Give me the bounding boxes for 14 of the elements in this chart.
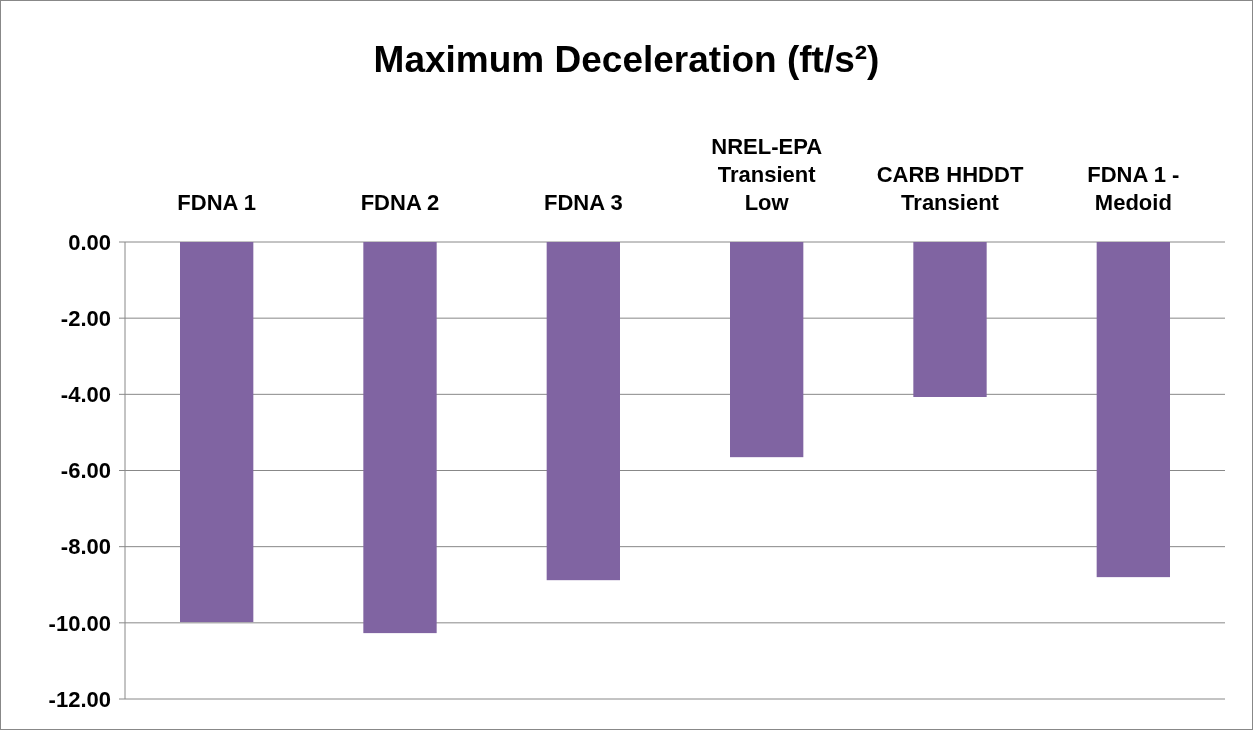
x-tick-label: FDNA 1 - Medoid (1087, 162, 1180, 215)
y-tick-label: -6.00 (60, 458, 111, 484)
x-tick-label: FDNA 3 (544, 190, 623, 215)
y-tick-label: -12.00 (48, 686, 111, 712)
x-tick-label: CARB HHDDT Transient (876, 162, 1024, 215)
chart-title: Maximum Deceleration (ft/s²) (373, 39, 880, 80)
x-tick-label: NREL-EPA Transient Low (711, 134, 823, 215)
x-tick-label: FDNA 2 (360, 190, 440, 215)
y-tick-label: 0.00 (68, 229, 111, 255)
y-tick-label: -10.00 (48, 610, 111, 636)
x-tick-label: FDNA 1 (177, 190, 256, 215)
y-tick-label: -4.00 (60, 382, 111, 408)
y-tick-label: -8.00 (60, 534, 111, 560)
y-tick-label: -2.00 (60, 305, 111, 331)
